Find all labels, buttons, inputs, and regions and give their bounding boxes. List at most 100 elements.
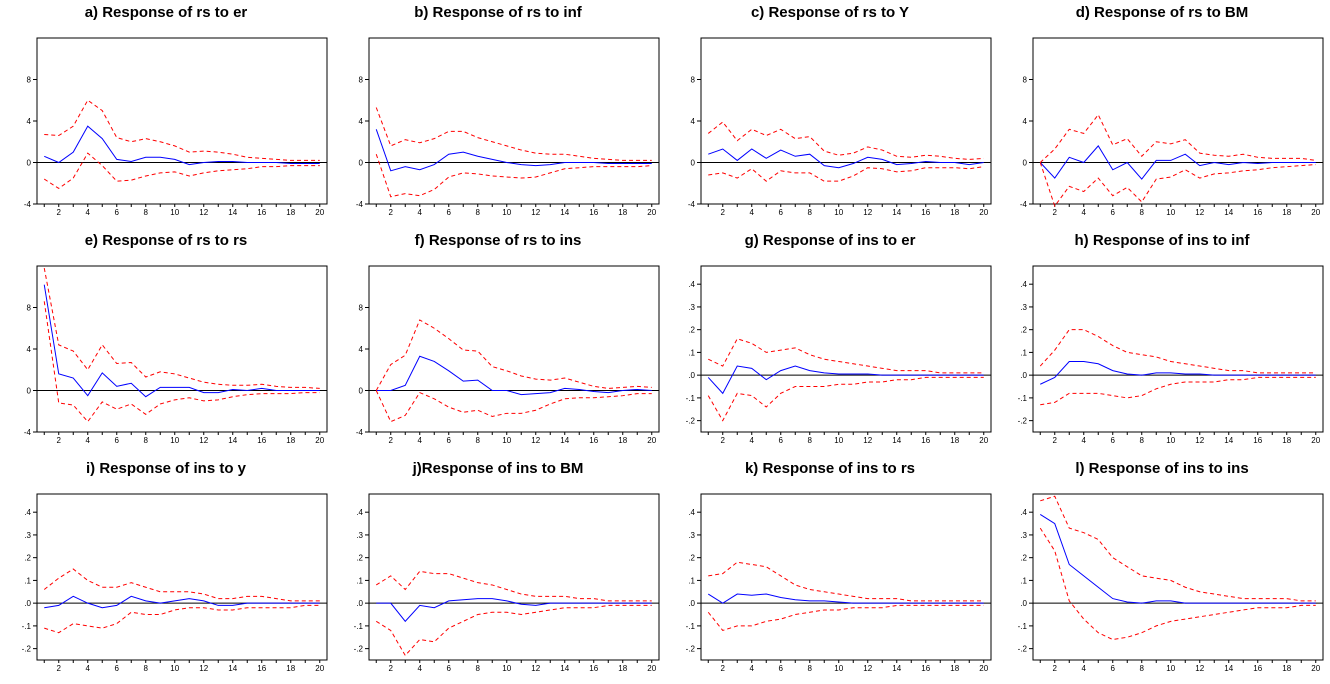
y-tick-label: -4 (24, 200, 32, 209)
upper-band-line (1039, 329, 1316, 374)
y-tick-label: 8 (27, 304, 32, 313)
y-tick-label: 4 (1023, 117, 1028, 126)
chart-title: k) Response of ins to rs (744, 460, 916, 477)
x-tick-label: 20 (979, 664, 988, 673)
y-tick-label: .0 (688, 371, 695, 380)
x-tick-label: 20 (979, 208, 988, 217)
response-line (707, 365, 984, 395)
y-tick-label: .3 (688, 531, 695, 540)
plot-frame (700, 37, 992, 205)
lower-band-line (708, 166, 984, 182)
x-tick-label: 2 (389, 436, 394, 445)
upper-band-line (707, 121, 984, 160)
x-tick-label: 12 (199, 436, 208, 445)
chart-panel: a) Response of rs to er -4 0 4 8 2 4 6 8 10 12 14 16… (0, 0, 332, 228)
x-tick-label: 2 (389, 664, 394, 673)
upper-band-line (375, 570, 652, 602)
plot-frame (1032, 265, 1324, 433)
x-tick-label: 8 (1140, 436, 1145, 445)
plot-frame (368, 265, 660, 433)
lower-band-line (375, 604, 652, 657)
y-tick-label: 4 (27, 345, 32, 354)
x-tick-label: 18 (618, 436, 627, 445)
y-tick-label: .1 (688, 576, 695, 585)
x-tick-label: 2 (721, 208, 726, 217)
x-tick-label: 16 (921, 664, 930, 673)
x-tick-label: 20 (1311, 208, 1320, 217)
y-tick-label: -.1 (354, 622, 364, 631)
chart-title: i) Response of ins to y (85, 460, 247, 477)
x-tick-label: 4 (418, 436, 423, 445)
plot-frame (1032, 493, 1324, 661)
lower-band-line (43, 301, 320, 423)
x-tick-label: 4 (86, 208, 91, 217)
x-tick-label: 10 (502, 436, 511, 445)
x-tick-label: 8 (476, 208, 481, 217)
chart-title: b) Response of rs to inf (414, 4, 582, 21)
y-tick-label: 4 (359, 117, 364, 126)
x-tick-label: 16 (257, 436, 266, 445)
y-tick-label: .0 (24, 599, 31, 608)
x-tick-label: 4 (1082, 436, 1087, 445)
y-tick-label: -4 (356, 200, 364, 209)
x-tick-label: 10 (502, 208, 511, 217)
x-tick-label: 2 (721, 664, 726, 673)
x-tick-label: 6 (115, 436, 120, 445)
x-tick-label: 14 (560, 436, 569, 445)
chart-title: f) Response of rs to ins (414, 232, 582, 249)
chart-svg: -.2 -.1 .0 .1 .2 .3 .4 2 4 6 8 10 12 14 16 18 20 (1018, 265, 1324, 445)
x-tick-label: 10 (834, 664, 843, 673)
x-tick-label: 4 (750, 664, 755, 673)
y-tick-label: -.2 (686, 417, 696, 426)
lower-band-line (44, 604, 320, 634)
x-tick-label: 18 (618, 664, 627, 673)
y-tick-label: 0 (691, 159, 696, 168)
x-tick-label: 12 (531, 436, 540, 445)
chart-svg: -.2 -.1 .0 .1 .2 .3 .4 2 4 6 8 10 12 14 16 18 20 (686, 265, 992, 445)
x-tick-label: 8 (1140, 208, 1145, 217)
chart-svg: -.2 -.1 .0 .1 .2 .3 .4 2 4 6 8 10 12 14 16 18 20 (1018, 493, 1324, 673)
y-tick-label: -.2 (1018, 417, 1028, 426)
y-tick-label: .2 (1020, 554, 1027, 563)
x-tick-label: 14 (892, 208, 901, 217)
y-tick-label: -4 (1020, 200, 1028, 209)
upper-band-line (375, 319, 652, 391)
x-tick-label: 12 (1195, 664, 1204, 673)
chart-panel: l) Response of ins to ins -.2 -.1 .0 .1 .2 .3.… (996, 456, 1328, 684)
y-tick-label: .0 (1020, 599, 1027, 608)
upper-band-line (1040, 495, 1316, 602)
x-tick-label: 6 (1111, 664, 1116, 673)
plot-frame (368, 493, 660, 661)
y-tick-label: .4 (688, 508, 695, 517)
y-tick-label: 0 (27, 159, 32, 168)
x-tick-label: 8 (476, 436, 481, 445)
chart-panel: j)Response of ins to BM -.2 -.1 .0 .1 .2 .3 .4 2… (332, 456, 664, 684)
y-tick-label: .3 (688, 303, 695, 312)
response-line (44, 595, 320, 609)
y-tick-label: 8 (359, 304, 364, 313)
y-tick-label: -4 (24, 428, 32, 437)
upper-band-line (708, 338, 984, 374)
y-tick-label: .2 (356, 554, 363, 563)
response-line (376, 355, 652, 396)
chart-svg: -.2 -.1 .0 .1 .2 .3 .4 2 4 6 8 10 12 14 16 18 20 (22, 493, 328, 673)
x-tick-label: 20 (315, 664, 324, 673)
chart-panel: f) Response of rs to ins -4 0 4 8 2 4 6 8 10 12 14 1… (332, 228, 664, 456)
y-tick-label: -.2 (1018, 645, 1028, 654)
x-tick-label: 20 (647, 664, 656, 673)
response-line (376, 598, 652, 623)
y-tick-label: .1 (24, 576, 31, 585)
x-tick-label: 14 (1224, 436, 1233, 445)
chart-title: h) Response of ins to inf (1074, 232, 1250, 249)
upper-band-line (43, 568, 320, 602)
y-tick-label: .0 (1020, 371, 1027, 380)
y-tick-label: .2 (1020, 326, 1027, 335)
y-tick-label: .2 (688, 326, 695, 335)
x-tick-label: 6 (447, 208, 452, 217)
y-tick-label: -4 (356, 428, 364, 437)
lower-band-line (1039, 527, 1316, 641)
response-line (1039, 145, 1316, 180)
x-tick-label: 20 (315, 208, 324, 217)
y-tick-label: 0 (359, 159, 364, 168)
chart-panel: i) Response of ins to y -.2 -.1 .0 .1 .2 .3 .4 2… (0, 456, 332, 684)
